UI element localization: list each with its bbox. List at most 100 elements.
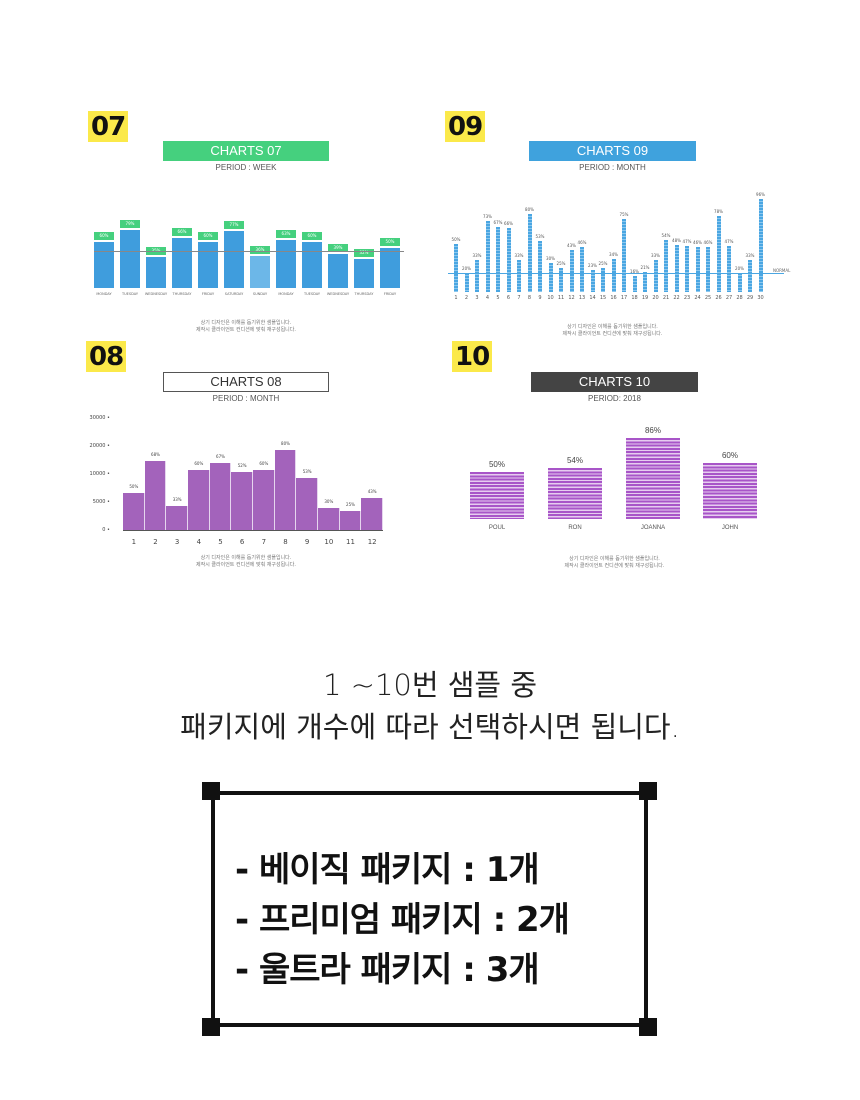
bar-value-label: 53%	[535, 233, 545, 239]
x-axis-label: 9	[304, 538, 310, 546]
chart-caption: 상기 디자인은 이해를 돕기위한 샘플입니다. 제작시 클라이언트 컨디션에 맞…	[564, 556, 665, 569]
package-premium: - 프리미엄 패키지 : 2개	[235, 900, 570, 940]
x-axis-label: 21	[662, 295, 670, 301]
chart-bar	[172, 237, 192, 288]
x-axis-label: WEDNESDAY	[326, 292, 350, 296]
package-basic: - 베이직 패키지 : 1개	[235, 850, 540, 890]
chart-bar	[674, 245, 679, 292]
chart-number-badge: 10	[452, 341, 493, 372]
chart-bar	[380, 247, 400, 288]
x-axis-label: 8	[283, 538, 288, 546]
x-axis-label: 28	[736, 295, 743, 301]
bar-value-label: 80%	[525, 207, 534, 213]
corner-marker	[639, 1018, 657, 1036]
bar-value-label: 60%	[94, 231, 114, 240]
x-axis-label: 16	[610, 295, 617, 301]
chart-bar	[703, 462, 757, 519]
bar-value-label: 25%	[556, 260, 566, 266]
bar-value-label: 25%	[346, 502, 355, 508]
headline-line-2: 패키지에 개수에 따라 선택하시면 됩니다.	[180, 710, 680, 744]
x-axis-label: FRIDAY	[201, 292, 215, 296]
x-axis-label: 8	[527, 295, 532, 301]
corner-marker	[202, 782, 220, 800]
chart-bar	[611, 259, 616, 292]
bar-value-label: 33%	[514, 253, 524, 258]
chart-bar	[748, 260, 752, 292]
bar-value-label: 80%	[281, 440, 290, 446]
chart-bar	[94, 241, 114, 288]
x-axis-label: 5	[496, 295, 500, 301]
x-axis-label: 14	[589, 295, 596, 301]
chart-caption: 상기 디자인은 이해를 돕기위한 샘플입니다. 제작시 클라이언트 컨디션에 맞…	[562, 324, 663, 337]
x-axis-label: TUESDAY	[121, 292, 139, 296]
x-axis-label: 29	[746, 295, 754, 301]
bar-value-label: 63%	[276, 229, 296, 238]
bar-value-label: 60%	[259, 461, 269, 467]
bar-value-label: 33%	[172, 496, 182, 502]
bar-value-label: 39%	[328, 244, 348, 253]
chart-title: CHARTS 07	[163, 141, 329, 161]
chart-bar	[224, 231, 244, 288]
bar-value-label: 46%	[693, 240, 702, 246]
bar-value-label: 53%	[302, 468, 312, 474]
x-axis-label: 12	[568, 295, 575, 301]
chart-bar	[302, 241, 322, 288]
chart-plot-area: 50% 54% 86% 60%	[470, 420, 770, 519]
x-axis-label: 3	[174, 538, 180, 546]
chart-title: CHARTS 08	[163, 372, 329, 392]
bar-value-label: 50%	[488, 459, 505, 469]
chart-bar	[496, 227, 500, 292]
chart-bar	[569, 250, 574, 292]
bar-value-label: 30%	[324, 498, 334, 504]
bar-value-label: 86%	[644, 426, 661, 435]
bar-value-label: 96%	[756, 191, 765, 197]
bar-value-label: 46%	[703, 240, 713, 246]
x-axis-label: 6	[506, 295, 511, 301]
chart-title: CHARTS 09	[529, 141, 696, 161]
package-box: - 베이직 패키지 : 1개 - 프리미엄 패키지 : 2개 - 울트라 패키지…	[202, 782, 657, 1036]
y-axis: 0 • 5000 • 10000 • 20000 • 30000 •	[80, 415, 120, 533]
x-axis-label: 3	[475, 295, 479, 301]
x-axis-label: JOANNA	[640, 525, 666, 531]
x-axis-line	[123, 530, 383, 531]
bar-value-label: 43%	[367, 489, 377, 495]
chart-bar	[643, 271, 647, 292]
bar-value-label: 23%	[588, 262, 597, 268]
chart-bar	[123, 492, 145, 530]
chart-plot-area: 50% 68% 33% 60% 67% 52% 60% 80% 53% 30% 25% 43%	[123, 418, 383, 530]
x-axis-label: JOHN	[721, 525, 739, 531]
corner-marker	[639, 782, 657, 800]
bar-value-label: 77%	[224, 221, 244, 230]
chart-bar	[361, 498, 383, 530]
chart-bar	[188, 470, 210, 530]
chart-bar	[548, 262, 553, 292]
package-ultra: - 울트라 패키지 : 3개	[235, 950, 540, 990]
x-axis-label: 15	[599, 295, 607, 301]
chart-bar	[274, 449, 297, 530]
chart-bar	[144, 460, 167, 530]
bar-value-label: 43%	[567, 243, 576, 249]
x-axis-label: 26	[715, 295, 722, 301]
chart-bar	[296, 477, 318, 530]
x-axis-label: 4	[196, 538, 202, 546]
x-axis-label: THURSDAY	[354, 292, 374, 296]
chart-bar	[653, 260, 658, 292]
chart-plot-area: 60% 79% 35% 66% 60% 77% 36% 63% 60% 39% 32% 50%	[94, 210, 406, 288]
x-axis-label: 22	[673, 295, 680, 301]
x-axis-labels: POUL RON JOANNA JOHN	[470, 525, 770, 533]
chart-bar	[198, 241, 218, 288]
chart-subtitle: PERIOD : MONTH	[579, 163, 646, 172]
bar-value-label: 60%	[302, 231, 322, 240]
x-axis-label: 7	[517, 295, 521, 301]
bar-value-label: 30%	[546, 255, 555, 261]
bar-value-label: 36%	[250, 246, 270, 255]
chart-bar	[664, 239, 668, 292]
x-axis-label: 23	[683, 295, 691, 301]
chart-bar	[166, 505, 188, 530]
chart-bar	[506, 227, 511, 292]
x-axis-label: 24	[694, 295, 701, 301]
x-axis-label: TUESDAY	[303, 292, 321, 296]
x-axis-label: 7	[261, 538, 267, 546]
chart-bar	[517, 260, 521, 292]
x-axis-label: 10	[547, 295, 554, 301]
